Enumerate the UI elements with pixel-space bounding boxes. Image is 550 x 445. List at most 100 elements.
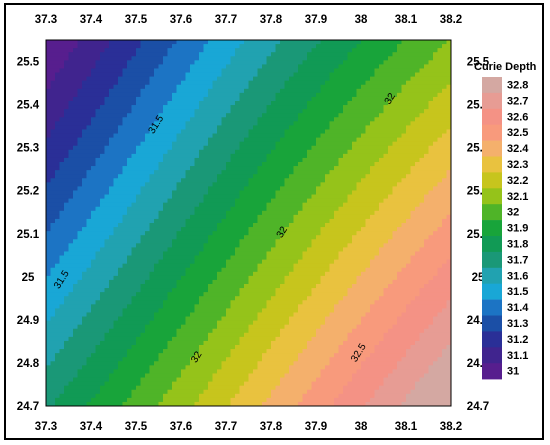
contour-cell bbox=[59, 340, 65, 346]
contour-cell bbox=[244, 137, 250, 143]
contour-cell bbox=[289, 300, 295, 305]
contour-cell bbox=[266, 88, 272, 94]
contour-cell bbox=[257, 113, 263, 118]
contour-cell bbox=[275, 336, 281, 342]
contour-cell bbox=[280, 227, 286, 232]
contour-cell bbox=[248, 312, 254, 318]
contour-cell bbox=[275, 284, 281, 289]
contour-cell bbox=[212, 218, 218, 224]
contour-cell bbox=[100, 312, 106, 318]
contour-cell bbox=[248, 117, 254, 122]
contour-cell bbox=[73, 153, 79, 159]
contour-cell bbox=[248, 247, 254, 253]
contour-cell bbox=[190, 157, 196, 163]
contour-cell bbox=[59, 292, 65, 297]
contour-cell bbox=[280, 56, 286, 61]
contour-cell bbox=[91, 145, 97, 151]
contour-cell bbox=[208, 279, 214, 285]
contour-cell bbox=[208, 48, 214, 53]
contour-cell bbox=[136, 76, 142, 82]
contour-cell bbox=[113, 40, 119, 45]
contour-cell bbox=[91, 141, 97, 147]
contour-cell bbox=[50, 88, 56, 94]
contour-cell bbox=[122, 332, 128, 338]
contour-cell bbox=[208, 296, 214, 301]
contour-cell bbox=[275, 178, 281, 183]
contour-cell bbox=[208, 373, 214, 379]
contour-cell bbox=[212, 353, 218, 358]
contour-cell bbox=[284, 76, 290, 82]
contour-cell bbox=[149, 166, 155, 171]
contour-cell bbox=[181, 149, 187, 155]
contour-cell bbox=[46, 239, 52, 244]
contour-cell bbox=[50, 271, 56, 277]
contour-cell bbox=[149, 369, 155, 375]
contour-cell bbox=[91, 80, 97, 86]
contour-cell bbox=[149, 88, 155, 94]
contour-cell bbox=[181, 133, 187, 139]
contour-cell bbox=[244, 308, 250, 314]
contour-cell bbox=[140, 247, 146, 253]
contour-cell bbox=[163, 121, 169, 126]
contour-cell bbox=[109, 218, 115, 224]
contour-cell bbox=[50, 243, 56, 248]
contour-cell bbox=[257, 92, 263, 98]
contour-cell bbox=[149, 296, 155, 301]
contour-cell bbox=[163, 117, 169, 122]
contour-cell bbox=[271, 170, 277, 175]
contour-cell bbox=[100, 308, 106, 314]
contour-cell bbox=[68, 349, 74, 354]
contour-cell bbox=[118, 141, 124, 147]
contour-cell bbox=[176, 133, 182, 139]
contour-cell bbox=[140, 381, 146, 387]
contour-cell bbox=[109, 60, 115, 65]
contour-cell bbox=[212, 332, 218, 338]
contour-cell bbox=[154, 80, 160, 86]
contour-cell bbox=[280, 113, 286, 118]
contour-cell bbox=[86, 198, 92, 204]
contour-cell bbox=[284, 52, 290, 57]
contour-cell bbox=[77, 324, 83, 330]
contour-cell bbox=[275, 109, 281, 114]
contour-cell bbox=[190, 210, 196, 216]
contour-cell bbox=[203, 174, 209, 179]
contour-cell bbox=[289, 308, 295, 314]
contour-cell bbox=[235, 117, 241, 122]
contour-cell bbox=[235, 275, 241, 281]
contour-cell bbox=[289, 178, 295, 183]
contour-cell bbox=[149, 210, 155, 216]
contour-cell bbox=[64, 145, 70, 151]
contour-cell bbox=[212, 153, 218, 159]
contour-cell bbox=[59, 231, 65, 236]
contour-cell bbox=[50, 210, 56, 216]
contour-cell bbox=[158, 227, 164, 232]
contour-cell bbox=[46, 218, 52, 224]
contour-cell bbox=[95, 178, 101, 183]
contour-cell bbox=[284, 194, 290, 200]
contour-cell bbox=[122, 52, 128, 57]
contour-cell bbox=[59, 60, 65, 65]
contour-cell bbox=[127, 92, 133, 98]
contour-cell bbox=[55, 292, 61, 297]
contour-cell bbox=[293, 96, 299, 102]
contour-cell bbox=[136, 345, 142, 350]
contour-cell bbox=[221, 68, 227, 74]
contour-cell bbox=[113, 194, 119, 200]
contour-cell bbox=[280, 373, 286, 379]
contour-cell bbox=[149, 182, 155, 187]
contour-cell bbox=[82, 92, 88, 98]
contour-cell bbox=[293, 162, 299, 167]
contour-cell bbox=[275, 125, 281, 131]
contour-cell bbox=[217, 214, 223, 220]
contour-cell bbox=[95, 397, 101, 403]
contour-cell bbox=[239, 292, 245, 297]
contour-cell bbox=[59, 271, 65, 277]
contour-cell bbox=[77, 377, 83, 383]
contour-cell bbox=[181, 153, 187, 159]
contour-cell bbox=[59, 80, 65, 86]
contour-cell bbox=[221, 105, 227, 110]
contour-cell bbox=[275, 194, 281, 200]
contour-cell bbox=[118, 259, 124, 265]
contour-cell bbox=[82, 345, 88, 350]
contour-cell bbox=[253, 190, 259, 196]
